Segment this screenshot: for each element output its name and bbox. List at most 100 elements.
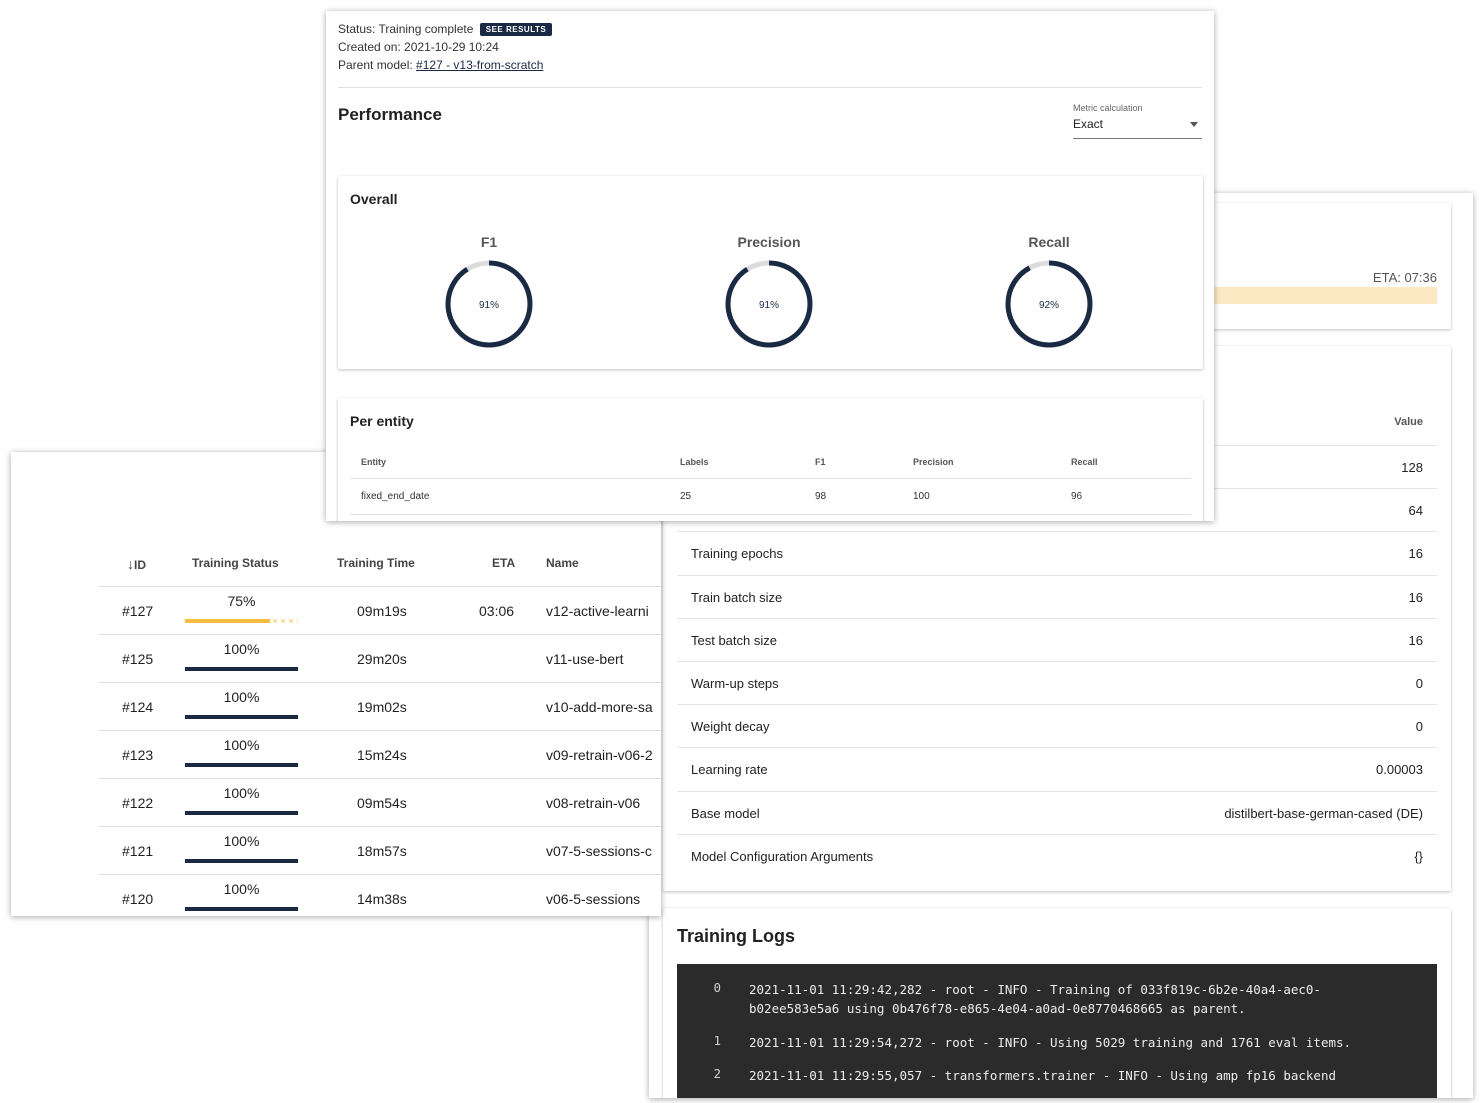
training-status-percent: 100%	[223, 737, 260, 753]
parameter-row: Warm-up steps 0	[677, 661, 1437, 704]
model-id: #123	[122, 747, 154, 763]
column-header-id[interactable]: ↓ID	[127, 556, 146, 572]
model-name[interactable]: v06-5-sessions	[546, 891, 641, 907]
value-column-header: Value	[1394, 416, 1423, 428]
parameter-name: Model Configuration Arguments	[691, 848, 874, 864]
log-line-text: 2021-11-01 11:29:54,272 - root - INFO - …	[749, 1035, 1352, 1050]
model-name[interactable]: v12-active-learni	[546, 603, 649, 619]
entity-cell-precision: 100	[913, 491, 930, 502]
table-row[interactable]: #124 100% 19m02s v10-add-more-sa	[99, 682, 661, 730]
table-row[interactable]: #122 100% 09m54s v08-retrain-v06	[99, 778, 661, 826]
parent-model-link[interactable]: #127 - v13-from-scratch	[416, 58, 544, 72]
training-time: 18m57s	[357, 843, 407, 859]
entity-cell-f1: 98	[815, 491, 827, 502]
parameter-name: Training epochs	[691, 546, 784, 562]
model-name[interactable]: v11-use-bert	[546, 651, 624, 667]
parameter-value: 128	[1401, 460, 1423, 475]
entity-column-header-recall[interactable]: Recall	[1071, 457, 1098, 467]
training-progress-bar	[185, 667, 298, 671]
training-status: 100%	[185, 689, 298, 719]
donut-value-label: 91%	[479, 300, 499, 311]
parameter-value: 0.00003	[1376, 762, 1423, 778]
models-table-panel: ↓ID Training Status Training Time ETA Na…	[11, 452, 661, 916]
training-progress-fill	[185, 811, 298, 815]
training-progress-fill	[185, 619, 270, 623]
eta-label: ETA: 07:36	[1372, 270, 1437, 285]
training-status-percent: 100%	[223, 785, 260, 801]
training-time: 09m54s	[357, 795, 407, 811]
training-logs-card: Training Logs 0 2021-11-01 11:29:42,282 -…	[663, 908, 1451, 1098]
parameter-name: Learning rate	[691, 762, 768, 778]
parameter-row: Test batch size 16	[677, 617, 1437, 661]
training-time: 09m19s	[357, 603, 407, 619]
sort-descending-icon: ↓	[127, 556, 134, 572]
created-on: Created on: 2021-10-29 10:24	[338, 40, 499, 54]
training-status-percent: 100%	[223, 833, 260, 849]
parameter-name: Test batch size	[691, 632, 777, 648]
training-progress-bar	[185, 715, 298, 719]
column-header-eta[interactable]: ETA	[492, 556, 516, 570]
log-console[interactable]: 0 2021-11-01 11:29:42,282 - root - INFO -…	[677, 964, 1437, 1098]
entity-column-header-precision[interactable]: Precision	[913, 457, 954, 467]
entity-cell-recall: 96	[1071, 491, 1083, 502]
model-name[interactable]: v10-add-more-sa	[546, 699, 653, 715]
entity-column-header-f1[interactable]: F1	[815, 457, 826, 467]
entity-column-header-labels[interactable]: Labels	[680, 457, 709, 467]
column-header-name[interactable]: Name	[546, 556, 579, 570]
metric-gauge-label: Precision	[737, 234, 801, 250]
parameter-value: 16	[1408, 589, 1423, 605]
log-line-number: 2	[713, 1066, 721, 1081]
parameter-value: 16	[1408, 632, 1423, 648]
donut-value-label: 92%	[1039, 300, 1059, 311]
model-id: #121	[122, 843, 154, 859]
training-status: 75%	[185, 593, 298, 623]
overall-title: Overall	[350, 191, 398, 207]
training-time: 19m02s	[357, 699, 407, 715]
entity-table-header-divider	[350, 478, 1191, 479]
table-row[interactable]: #120 100% 14m38s v06-5-sessions	[99, 874, 661, 916]
table-row[interactable]: #127 75% 09m19s 03:06 v12-active-learni	[99, 586, 661, 634]
model-name[interactable]: v09-retrain-v06-2	[546, 747, 653, 763]
table-row[interactable]: #121 100% 18m57s v07-5-sessions-c	[99, 826, 661, 874]
log-line-text: 2021-11-01 11:29:42,282 - root - INFO - …	[749, 982, 1321, 1016]
parameter-row: Model Configuration Arguments {}	[677, 833, 1437, 877]
training-status-percent: 75%	[227, 593, 256, 609]
parent-model-label: Parent model:	[338, 58, 417, 72]
performance-title: Performance	[338, 105, 442, 124]
column-header-training-status[interactable]: Training Status	[192, 556, 279, 570]
model-name[interactable]: v07-5-sessions-c	[546, 843, 652, 859]
training-progress-fill	[185, 907, 298, 911]
model-name[interactable]: v08-retrain-v06	[546, 795, 641, 811]
parameter-row: Weight decay 0	[677, 704, 1437, 747]
metric-calculation-value: Exact	[1073, 117, 1104, 131]
metric-gauge-recall: Recall 92%	[999, 234, 1099, 350]
see-results-button[interactable]: SEE RESULTS	[479, 23, 553, 36]
training-progress-fill	[185, 715, 298, 719]
status-text: Status: Training complete	[338, 22, 474, 36]
parameter-value: 0	[1415, 719, 1423, 735]
parameter-value: 64	[1408, 503, 1423, 519]
training-progress-fill	[185, 859, 298, 863]
donut-chart: 91%	[445, 260, 533, 348]
training-time: 15m24s	[357, 747, 407, 763]
table-row[interactable]: #123 100% 15m24s v09-retrain-v06-2	[99, 730, 661, 778]
training-status: 100%	[185, 641, 298, 671]
model-id: #122	[122, 795, 154, 811]
model-id: #125	[122, 651, 154, 667]
column-header-training-time[interactable]: Training Time	[337, 556, 415, 570]
entity-cell-entity: fixed_end_date	[361, 491, 430, 502]
donut-value-arc	[1005, 260, 1093, 348]
parameter-row: Base model distilbert-base-german-cased (…	[677, 790, 1437, 834]
parameter-value: 0	[1415, 676, 1423, 691]
parameter-name: Base model	[691, 805, 760, 821]
entity-table-row-divider	[350, 514, 1191, 515]
metric-calculation-select[interactable]: Metric calculation Exact	[1073, 103, 1202, 139]
parameter-value: {}	[1414, 848, 1423, 864]
parameter-value: distilbert-base-german-cased (DE)	[1224, 805, 1423, 821]
entity-column-header-entity[interactable]: Entity	[361, 457, 387, 467]
metric-calculation-label: Metric calculation	[1073, 103, 1143, 113]
parent-model-line: Parent model: #127 - v13-from-scratch	[338, 58, 543, 72]
table-row[interactable]: #125 100% 29m20s v11-use-bert	[99, 634, 661, 682]
metric-gauge-label: F1	[480, 234, 498, 250]
parameter-row: Learning rate 0.00003	[677, 747, 1437, 790]
